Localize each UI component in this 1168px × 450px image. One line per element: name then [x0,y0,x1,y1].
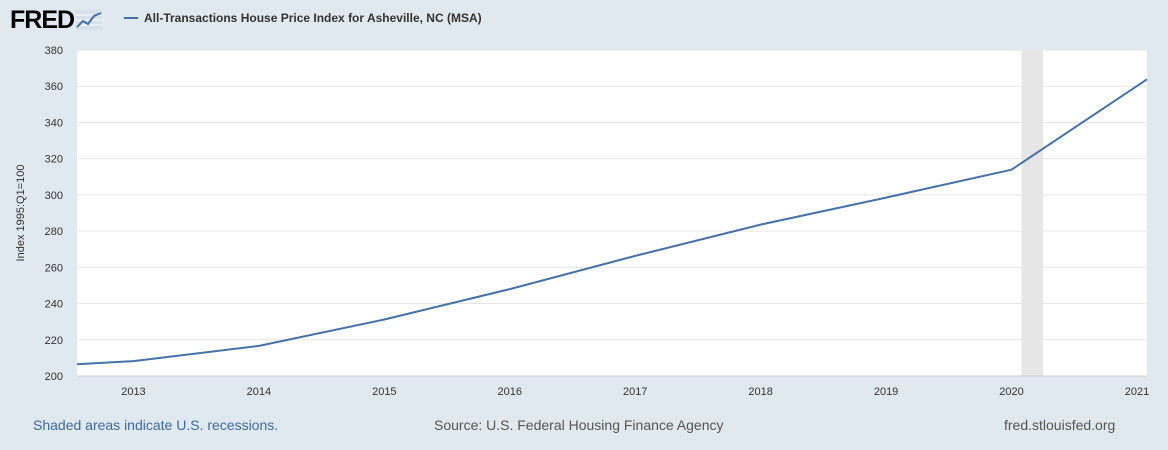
x-tick-label: 2013 [121,386,145,398]
y-tick-label: 260 [45,262,63,274]
plot-area [77,50,1147,376]
series-line [76,78,1148,366]
recession-shade [1021,50,1043,376]
chart-header: FRED All-Transactions House Price Index … [0,0,1168,44]
legend: All-Transactions House Price Index for A… [124,11,482,25]
y-tick-label: 200 [45,371,63,383]
x-tick-label: 2016 [498,386,522,398]
y-tick-label: 280 [45,226,63,238]
y-tick-label: 240 [45,299,63,311]
x-tick-label: 2020 [999,386,1023,398]
y-tick-label: 300 [45,190,63,202]
x-tick-label: 2017 [623,386,647,398]
y-tick-label: 320 [45,154,63,166]
chart-graph-icon [76,10,103,30]
fred-logo-text: FRED [10,6,75,34]
legend-swatch [124,17,138,19]
y-tick-label: 340 [45,117,63,129]
fred-logo[interactable]: FRED [10,6,103,34]
x-tick-label: 2019 [874,386,898,398]
source-note: Source: U.S. Federal Housing Finance Age… [434,417,724,433]
x-tick-label: 2021 [1125,386,1149,398]
x-tick-label: 2015 [372,386,396,398]
y-tick-label: 360 [45,81,63,93]
x-tick-label: 2014 [247,386,271,398]
recession-note-link[interactable]: Shaded areas indicate U.S. recessions. [33,417,279,433]
site-url[interactable]: fred.stlouisfed.org [1004,417,1116,433]
x-tick-label: 2018 [748,386,772,398]
legend-label: All-Transactions House Price Index for A… [144,11,482,25]
y-tick-label: 380 [45,45,63,57]
y-tick-label: 220 [45,335,63,347]
y-axis-label: Index 1995:Q1=100 [15,165,27,262]
